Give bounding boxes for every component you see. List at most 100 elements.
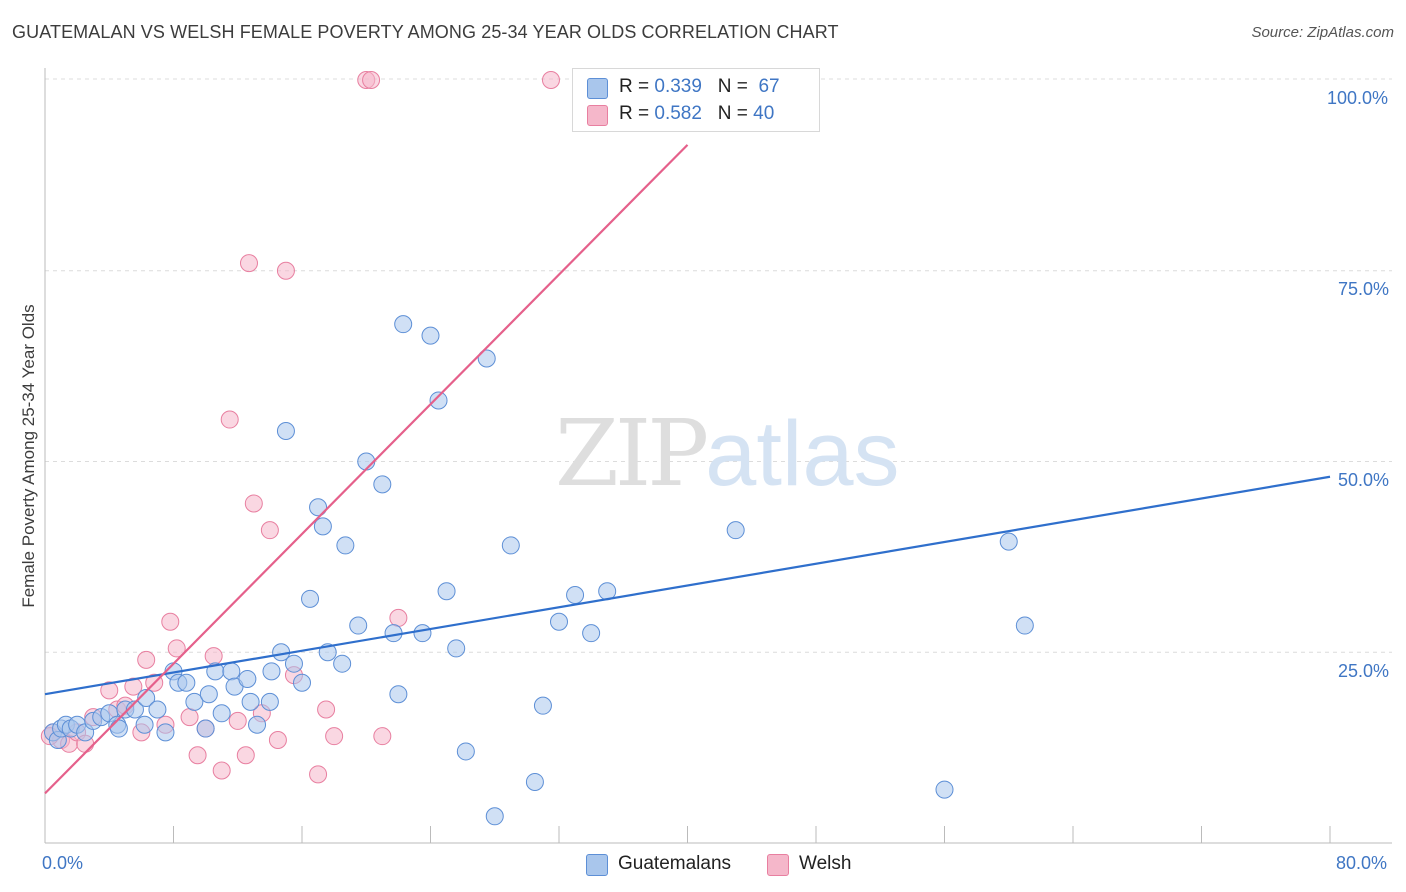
guatemalan-points <box>44 315 1034 826</box>
guatemalan-point <box>156 723 175 742</box>
guatemalan-point <box>248 715 267 734</box>
legend-r-value: 0.339 <box>654 76 702 97</box>
welsh-point <box>309 765 328 784</box>
welsh-point <box>325 727 344 746</box>
welsh-point <box>137 650 156 669</box>
welsh-point <box>541 71 560 89</box>
guatemalan-point <box>185 692 204 711</box>
guatemalan-point <box>447 639 466 658</box>
guatemalan-point <box>333 654 352 673</box>
series-legend-welsh: Welsh <box>767 852 867 876</box>
guatemalan-point <box>429 391 448 410</box>
guatemalan-point <box>109 719 128 738</box>
guatemalan-point <box>284 654 303 673</box>
guatemalan-point <box>336 536 355 555</box>
guatemalan-point <box>349 616 368 635</box>
guatemalan-point <box>566 586 585 605</box>
guatemalan-point <box>293 673 311 692</box>
guatemalan-point <box>222 662 241 681</box>
welsh-point <box>212 761 231 780</box>
welsh-point <box>268 730 287 749</box>
guatemalan-point <box>313 517 332 536</box>
guatemalan-point <box>238 669 257 688</box>
welsh-point <box>220 410 239 429</box>
guatemalan-point <box>456 742 475 761</box>
guatemalan-point <box>394 315 413 334</box>
guatemalan-point <box>582 624 601 643</box>
guatemalan-point <box>533 696 552 715</box>
series-swatch-welsh <box>767 854 789 876</box>
guatemalan-point <box>212 704 231 723</box>
welsh-point <box>124 677 143 696</box>
welsh-point <box>239 254 258 273</box>
guatemalan-point <box>477 349 496 368</box>
legend-r-label: R = <box>619 103 650 124</box>
series-swatch-guatemalans <box>586 854 608 876</box>
guatemalan-point <box>525 772 544 791</box>
guatemalan-point <box>301 589 320 608</box>
guatemalan-point <box>262 662 281 681</box>
chart-title: GUATEMALAN VS WELSH FEMALE POVERTY AMONG… <box>12 22 839 42</box>
welsh-point <box>244 494 263 513</box>
guatemalan-point <box>935 780 954 799</box>
y-tick-label-100: 100.0% <box>1327 88 1389 108</box>
legend-n-label: N = <box>717 76 748 97</box>
guatemalan-point <box>1015 616 1034 635</box>
y-tick-label-25: 25.0% <box>1338 661 1390 681</box>
watermark-atlas: atlas <box>705 403 900 505</box>
guatemalan-point <box>260 692 279 711</box>
watermark-zip: ZIP <box>555 400 709 507</box>
guatemalan-point <box>726 521 745 540</box>
welsh-point <box>188 746 207 765</box>
guatemalan-point <box>501 536 520 555</box>
guatemalan-point <box>196 719 215 738</box>
x-tick-label-max: 80.0% <box>1336 853 1388 873</box>
welsh-point <box>389 608 408 627</box>
welsh-point <box>373 727 392 746</box>
guatemalan-point <box>309 498 328 517</box>
legend-swatch-guatemalans <box>587 78 608 99</box>
welsh-point <box>260 521 279 540</box>
welsh-point <box>161 612 180 631</box>
welsh-point <box>167 639 186 658</box>
guatemalan-point <box>421 326 440 345</box>
welsh-point <box>204 647 223 666</box>
legend-n-value: 67 <box>758 76 780 97</box>
welsh-point <box>362 71 381 89</box>
legend-r-label: R = <box>619 76 650 97</box>
guatemalan-point <box>389 685 408 704</box>
guatemalan-point <box>125 700 144 719</box>
welsh-point <box>228 711 247 730</box>
guatemalan-point <box>177 673 196 692</box>
guatemalan-point <box>135 715 154 734</box>
y-tick-label-50: 50.0% <box>1338 470 1390 490</box>
welsh-point <box>180 708 199 727</box>
guatemalan-point <box>357 452 376 471</box>
series-legend-guatemalans: Guatemalans <box>586 852 746 876</box>
y-tick-label-75: 75.0% <box>1338 279 1390 299</box>
guatemalan-point <box>413 624 432 643</box>
trend-lines <box>44 144 1331 795</box>
guatemalan-point <box>550 612 568 631</box>
correlation-legend: R = 0.339 N = 67 R = 0.582 N = 40 <box>572 68 820 132</box>
legend-swatch-welsh <box>587 105 608 126</box>
guatemalan-point <box>148 700 167 719</box>
guatemalan-point <box>137 689 156 708</box>
guatemalan-point <box>241 692 260 711</box>
welsh-point <box>100 681 119 700</box>
welsh-point <box>276 261 295 280</box>
guatemalan-point <box>999 532 1018 551</box>
welsh-point <box>236 746 255 765</box>
welsh-trend-line <box>44 144 689 795</box>
watermark: ZIPatlas <box>555 400 900 507</box>
axes <box>44 68 1392 844</box>
series-label-welsh: Welsh <box>799 853 852 874</box>
welsh-point <box>317 700 336 719</box>
y-axis-label: Female Poverty Among 25-34 Year Olds <box>19 304 38 608</box>
legend-r-value: 0.582 <box>654 103 702 124</box>
guatemalan-point <box>437 582 456 601</box>
guatemalan-trend-line <box>44 475 1331 696</box>
guatemalan-point <box>485 807 504 826</box>
legend-n-label: N = <box>717 103 748 124</box>
